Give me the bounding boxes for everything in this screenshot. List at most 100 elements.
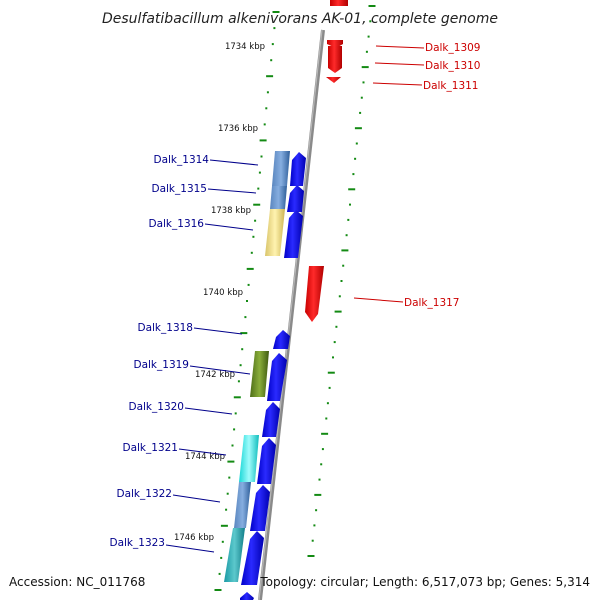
left-scale-minor-tick bbox=[246, 300, 248, 302]
accession-text: Accession: NC_011768 bbox=[9, 575, 145, 589]
right-scale-minor-tick bbox=[367, 35, 370, 38]
left-scale-minor-tick bbox=[231, 444, 234, 447]
right-scale-minor-tick bbox=[345, 234, 348, 237]
right-scale-minor-tick bbox=[333, 341, 336, 344]
gene-dalk-1314-arrow[interactable] bbox=[290, 152, 306, 186]
gene-label-dalk-1311[interactable]: Dalk_1311 bbox=[423, 80, 479, 92]
gene-label-dalk-1315[interactable]: Dalk_1315 bbox=[152, 183, 208, 195]
gene-label-dalk-1317[interactable]: Dalk_1317 bbox=[404, 297, 460, 309]
left-scale-minor-tick bbox=[221, 540, 224, 543]
right-scale-minor-tick bbox=[359, 111, 362, 114]
gene-dalk-1316-arrow[interactable] bbox=[284, 210, 303, 258]
gene-dalk-1309-arrow[interactable] bbox=[330, 0, 348, 6]
left-scale-minor-tick bbox=[234, 412, 237, 415]
right-scale-minor-tick bbox=[321, 448, 324, 451]
right-scale-minor-tick bbox=[318, 478, 321, 481]
scale-label-1738: 1738 kbp bbox=[211, 206, 251, 216]
left-scale-major-tick bbox=[220, 524, 228, 527]
left-scale-major-tick bbox=[259, 139, 267, 142]
right-scale-minor-tick bbox=[347, 218, 350, 221]
gene-label-dalk-1319[interactable]: Dalk_1319 bbox=[134, 359, 190, 371]
gene-label-dalk-1323[interactable]: Dalk_1323 bbox=[110, 537, 166, 549]
gene-dalk-1321-arrow[interactable] bbox=[257, 438, 276, 484]
left-scale-major-tick bbox=[272, 11, 280, 13]
gene-dalk-1319-arrow[interactable] bbox=[267, 353, 287, 401]
scale-label-1740: 1740 kbp bbox=[203, 288, 243, 298]
gene-dalk-1319-box[interactable] bbox=[250, 351, 269, 397]
right-scale-major-tick bbox=[327, 371, 335, 374]
left-scale-track bbox=[214, 11, 280, 591]
right-scale-minor-tick bbox=[355, 142, 358, 145]
scale-label-1742: 1742 kbp bbox=[195, 370, 235, 380]
right-scale-minor-tick bbox=[315, 509, 318, 512]
right-scale-minor-tick bbox=[362, 81, 365, 84]
gene-dalk-1320-arrow[interactable] bbox=[262, 402, 280, 437]
left-scale-minor-tick bbox=[252, 235, 255, 238]
gene-label-dalk-1310[interactable]: Dalk_1310 bbox=[425, 60, 481, 72]
gene-dalk-1314-box[interactable] bbox=[272, 151, 290, 186]
gene-dalk-1315-arrow[interactable] bbox=[287, 185, 304, 212]
gene-label-dalk-1320[interactable]: Dalk_1320 bbox=[129, 401, 185, 413]
gene-dalk-1311-arrow[interactable] bbox=[326, 77, 341, 83]
left-scale-major-tick bbox=[214, 589, 222, 591]
genome-axis-highlight bbox=[258, 29, 323, 600]
right-scale-minor-tick bbox=[311, 539, 314, 542]
right-scale-major-tick bbox=[334, 310, 342, 313]
left-scale-minor-tick bbox=[263, 123, 266, 126]
left-scale-minor-tick bbox=[270, 59, 273, 62]
right-scale-minor-tick bbox=[340, 280, 343, 282]
scale-label-1746: 1746 kbp bbox=[174, 533, 214, 543]
gene-dalk-1323-arrow[interactable] bbox=[241, 531, 264, 585]
left-scale-minor-tick bbox=[244, 316, 247, 319]
left-scale-major-tick bbox=[240, 332, 248, 335]
gene-dalk-1323-box[interactable] bbox=[224, 528, 245, 582]
left-scale-minor-tick bbox=[273, 27, 276, 30]
gene-label-dalk-1322[interactable]: Dalk_1322 bbox=[117, 488, 173, 500]
left-scale-minor-tick bbox=[226, 492, 229, 495]
scale-label-1734: 1734 kbp bbox=[225, 42, 265, 52]
right-scale-minor-tick bbox=[328, 386, 331, 389]
right-scale-minor-tick bbox=[325, 417, 328, 420]
right-scale-major-tick bbox=[307, 555, 315, 557]
left-scale-major-tick bbox=[233, 396, 241, 399]
left-scale-minor-tick bbox=[257, 187, 260, 190]
left-scale-minor-tick bbox=[266, 91, 269, 94]
right-scale-minor-tick bbox=[335, 325, 338, 328]
gene-extra-arrow[interactable] bbox=[240, 592, 254, 600]
gene-dalk-1315-box[interactable] bbox=[270, 186, 287, 209]
right-scale-minor-tick bbox=[326, 402, 329, 405]
left-scale-minor-tick bbox=[233, 428, 236, 431]
left-scale-minor-tick bbox=[241, 348, 244, 351]
gene-label-dalk-1314[interactable]: Dalk_1314 bbox=[154, 154, 210, 166]
left-scale-minor-tick bbox=[225, 508, 228, 511]
left-scale-minor-tick bbox=[220, 556, 223, 559]
scale-label-1744: 1744 kbp bbox=[185, 452, 225, 462]
genome-axis bbox=[258, 29, 325, 600]
left-scale-major-tick bbox=[227, 460, 235, 463]
left-scale-minor-tick bbox=[271, 43, 274, 46]
gene-dalk-1322-arrow[interactable] bbox=[250, 485, 270, 531]
gene-dalk-1322-box[interactable] bbox=[234, 482, 251, 528]
gene-dalk-1318-arrow[interactable] bbox=[273, 330, 290, 349]
right-scale-major-tick bbox=[368, 5, 376, 7]
gene-label-dalk-1309[interactable]: Dalk_1309 bbox=[425, 42, 481, 54]
right-scale-minor-tick bbox=[369, 20, 372, 23]
gene-label-dalk-1321[interactable]: Dalk_1321 bbox=[123, 442, 179, 454]
left-scale-minor-tick bbox=[265, 107, 268, 110]
map-title: Desulfatibacillum alkenivorans AK-01, co… bbox=[102, 11, 498, 27]
gene-label-dalk-1316[interactable]: Dalk_1316 bbox=[149, 218, 205, 230]
gene-dalk-1317-arrow[interactable] bbox=[305, 266, 324, 322]
right-scale-major-tick bbox=[341, 249, 349, 252]
gene-label-dalk-1318[interactable]: Dalk_1318 bbox=[138, 322, 194, 334]
left-scale-minor-tick bbox=[254, 219, 257, 222]
gene-dalk-1316-box[interactable] bbox=[265, 209, 285, 256]
right-scale-major-tick bbox=[321, 432, 329, 435]
gene-label-leaders bbox=[165, 45, 425, 553]
gene-dalk-1321-box[interactable] bbox=[239, 435, 259, 482]
left-scale-minor-tick bbox=[258, 171, 261, 174]
right-scale-minor-tick bbox=[313, 524, 316, 527]
gene-dalk-1310-arrow[interactable] bbox=[328, 46, 342, 73]
right-scale-major-tick bbox=[361, 66, 369, 69]
right-scale-minor-tick bbox=[338, 295, 341, 298]
